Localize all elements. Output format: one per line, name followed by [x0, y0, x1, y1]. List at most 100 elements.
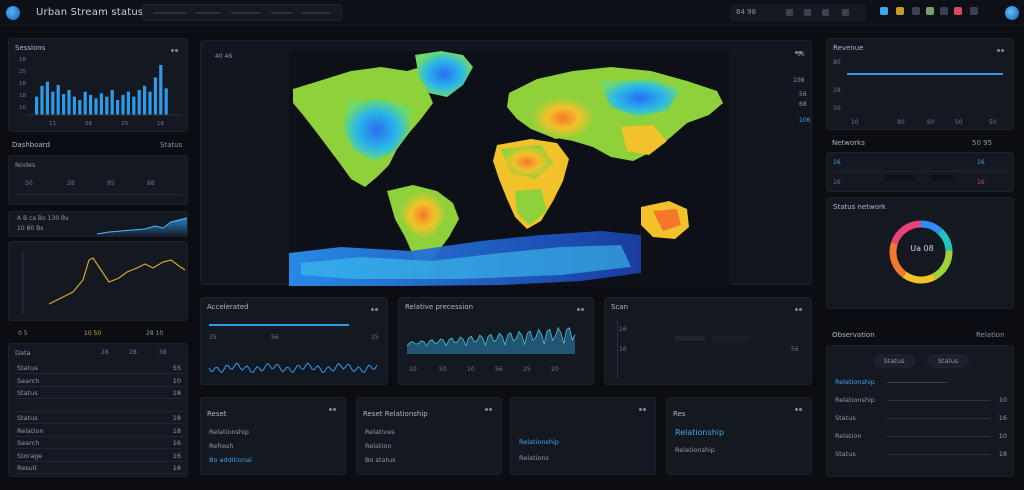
trend-line-chart [22, 252, 186, 314]
axis-tick: 50 [833, 105, 841, 112]
map-scale-label: 108 [793, 77, 805, 84]
search-input[interactable] [142, 4, 342, 21]
row-value: 16 [833, 159, 841, 166]
spark-label: A B ca Bo 130 Bv [17, 215, 69, 222]
section-value: Status [160, 141, 183, 149]
notification-icon[interactable] [880, 7, 888, 15]
col-value: 95 [107, 180, 115, 187]
spark-label: 10 80 Bs [17, 225, 44, 232]
more-icon[interactable] [997, 45, 1007, 52]
card-link[interactable]: Bo additional [209, 456, 252, 464]
section-label: Observation [832, 331, 875, 339]
card-item[interactable]: Relations [519, 454, 549, 462]
axis-tick: 10 [19, 105, 26, 111]
menu-icon[interactable] [970, 7, 978, 15]
list-item-label[interactable]: Relationship [835, 378, 875, 386]
more-icon[interactable] [795, 304, 805, 311]
card-item[interactable]: Refresh [209, 442, 234, 450]
card-item[interactable]: Relatives [365, 428, 395, 436]
list-item-value: 16 [172, 451, 181, 460]
precession-panel: Relative precession 10 50 10 56 25 20 [398, 297, 594, 385]
col-value: 28 [67, 180, 75, 187]
more-icon[interactable] [485, 404, 495, 411]
list-item-label[interactable]: Status [835, 450, 856, 458]
grid-icon[interactable] [804, 9, 811, 16]
card-link[interactable]: Relationship [519, 438, 559, 446]
grid-icon[interactable] [786, 9, 793, 16]
row-value: 16 [977, 159, 985, 166]
card-link[interactable]: Relationship [675, 428, 725, 437]
axis-tick: 11 [49, 121, 56, 127]
grid-icon[interactable] [842, 9, 849, 16]
more-icon[interactable] [171, 45, 181, 52]
reset-relationship-card[interactable]: Reset Relationship Relatives Relation Bo… [356, 397, 502, 475]
axis-tick: 50 [955, 119, 963, 126]
sessions-panel: Sessions 18 25 18 18 10 11 58 20 18 [8, 38, 188, 132]
sessions-bar [78, 100, 82, 115]
more-icon[interactable] [577, 304, 587, 311]
panel-title: Sessions [15, 44, 46, 52]
status-button[interactable]: Status [873, 354, 915, 368]
axis-tick: 20 [121, 121, 128, 127]
card-item[interactable]: Relationship [209, 428, 249, 436]
world-map-panel: 40 46 56 108 56 68 [200, 40, 813, 286]
axis-tick: 25 [19, 69, 26, 75]
grid-icon[interactable] [822, 9, 829, 16]
status-icon[interactable] [926, 7, 934, 15]
app-title: Urban Stream status [36, 7, 144, 18]
alert-icon[interactable] [896, 7, 904, 15]
relationship-card[interactable]: Relationship Relations [510, 397, 656, 475]
status-network-panel: Status network Ua 08 [826, 197, 1014, 309]
axis-label: 50 [439, 366, 447, 373]
axis-label: 28 10 [146, 330, 164, 337]
card-item[interactable]: Relationship [675, 446, 715, 454]
sessions-bar [159, 65, 163, 115]
panel-title: Relative precession [405, 303, 474, 311]
axis-label: 56 [791, 346, 799, 353]
reset-card[interactable]: Reset Relationship Refresh Bo additional [200, 397, 346, 475]
avatar[interactable] [1005, 6, 1019, 20]
axis-tick: 10 [851, 119, 859, 126]
list-item-value: 18 [998, 450, 1007, 458]
sessions-bar [56, 85, 60, 115]
trend-panel [8, 241, 188, 321]
list-item-value: 55 [172, 364, 181, 372]
more-icon[interactable] [795, 404, 805, 411]
card-item[interactable]: Relation [365, 442, 392, 450]
section-label: Dashboard [12, 141, 50, 149]
map-scale-label: 56 [797, 51, 805, 58]
list-item-label: Search [17, 376, 40, 385]
sessions-bar [99, 93, 103, 115]
world-heatmap[interactable] [201, 41, 813, 286]
panel-title: Accelerated [207, 303, 249, 311]
more-icon[interactable] [795, 47, 805, 54]
list-item-label[interactable]: Status [835, 414, 856, 422]
sessions-bar [148, 91, 152, 115]
donut-center-label: Ua 08 [910, 244, 934, 253]
axis-label: 56 [271, 334, 279, 341]
sessions-bar [143, 85, 147, 115]
more-icon[interactable] [639, 404, 649, 411]
top-status-bar[interactable]: 84 98 [730, 4, 866, 21]
status-donut-chart[interactable] [827, 198, 1015, 310]
more-icon[interactable] [371, 304, 381, 311]
list-item-value: 10 [998, 396, 1007, 404]
list-item-label[interactable]: Relation [835, 432, 862, 440]
help-icon[interactable] [940, 7, 948, 15]
list-item-label[interactable]: Relationship [835, 396, 875, 404]
more-icon[interactable] [329, 404, 339, 411]
list-item-value: 10 [172, 376, 181, 385]
status-button[interactable]: Status [927, 354, 969, 368]
top-bar: Urban Stream status 84 98 [0, 0, 1024, 26]
card-item[interactable]: Bo status [365, 456, 396, 464]
sessions-bar-chart: 18 25 18 18 10 11 58 20 18 [19, 57, 181, 127]
res-card[interactable]: Res Relationship Relationship [666, 397, 812, 475]
networks-panel: 16 16 16 16 [826, 152, 1014, 192]
list-item-value: 18 [172, 426, 181, 435]
app-logo[interactable] [6, 6, 20, 20]
error-icon[interactable] [954, 7, 962, 15]
settings-icon[interactable] [912, 7, 920, 15]
sessions-bar [62, 94, 66, 115]
sessions-bar [67, 90, 71, 115]
map-scale-label: 106 [799, 117, 811, 124]
